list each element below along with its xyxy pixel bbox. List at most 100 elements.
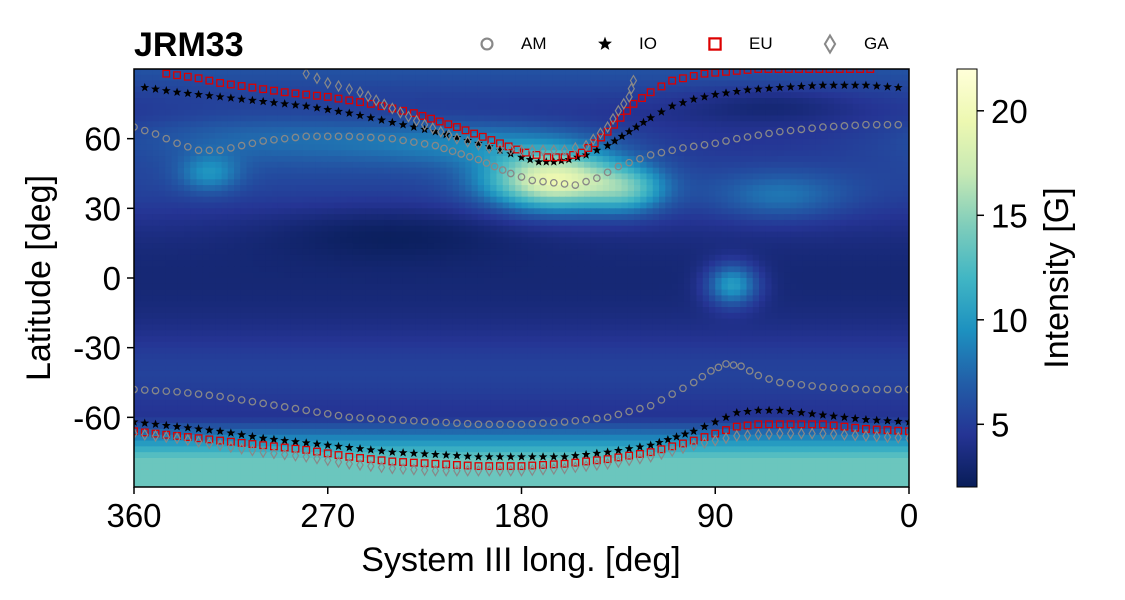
heatmap-cell: [315, 92, 323, 99]
heatmap-cell: [452, 80, 460, 88]
heatmap-cell: [309, 167, 316, 175]
heatmap-cell: [190, 254, 198, 262]
heatmap-cell: [677, 179, 685, 186]
heatmap-cell: [890, 219, 898, 227]
heatmap-cell: [640, 260, 648, 267]
heatmap-cell: [165, 289, 173, 297]
heatmap-cell: [584, 202, 591, 209]
heatmap-cell: [440, 167, 448, 175]
heatmap-cell: [352, 109, 360, 117]
heatmap-cell: [890, 121, 898, 128]
heatmap-cell: [221, 156, 229, 163]
heatmap-cell: [640, 190, 648, 198]
heatmap-cell: [759, 260, 766, 267]
heatmap-cell: [665, 208, 673, 215]
heatmap-cell: [852, 150, 860, 157]
heatmap-cell: [834, 74, 841, 82]
heatmap-cell: [577, 202, 585, 209]
heatmap-cell: [427, 185, 435, 192]
heatmap-cell: [440, 179, 448, 186]
heatmap-cell: [721, 127, 729, 134]
heatmap-cell: [577, 254, 585, 262]
heatmap-cell: [359, 74, 366, 82]
heatmap-cell: [190, 98, 198, 105]
heatmap-cell: [134, 289, 141, 297]
heatmap-cell: [171, 301, 179, 308]
heatmap-cell: [352, 225, 360, 233]
heatmap-cell: [540, 272, 548, 279]
heatmap-cell: [827, 283, 835, 291]
heatmap-cell: [702, 248, 710, 256]
heatmap-cell: [634, 86, 641, 93]
heatmap-cell: [534, 132, 541, 140]
heatmap-cell: [421, 243, 429, 250]
heatmap-cell: [702, 237, 710, 244]
heatmap-cell: [327, 156, 335, 163]
heatmap-cell: [796, 121, 804, 128]
heatmap-cell: [396, 190, 404, 198]
heatmap-cell: [577, 185, 585, 192]
heatmap-cell: [546, 86, 554, 93]
heatmap-cell: [252, 121, 260, 128]
heatmap-cell: [496, 208, 504, 215]
heatmap-cell: [152, 225, 160, 233]
heatmap-cell: [746, 237, 754, 244]
heatmap-cell: [309, 289, 316, 297]
heatmap-cell: [465, 190, 473, 198]
heatmap-cell: [140, 243, 148, 250]
heatmap-cell: [690, 80, 698, 88]
heatmap-cell: [534, 190, 541, 198]
heatmap-cell: [721, 179, 729, 186]
heatmap-cell: [452, 185, 460, 192]
heatmap-cell: [421, 138, 429, 146]
heatmap-cell: [465, 237, 473, 244]
heatmap-cell: [440, 103, 448, 111]
heatmap-cell: [171, 266, 179, 273]
heatmap-cell: [552, 231, 560, 238]
heatmap-cell: [165, 283, 173, 291]
heatmap-cell: [627, 156, 635, 163]
heatmap-cell: [177, 167, 185, 175]
heatmap-cell: [346, 86, 354, 93]
heatmap-cell: [165, 208, 173, 215]
heatmap-cell: [509, 248, 516, 256]
heatmap-cell: [540, 121, 548, 128]
heatmap-cell: [827, 92, 835, 99]
heatmap-cell: [415, 167, 423, 175]
heatmap-cell: [540, 80, 548, 88]
heatmap-cell: [671, 127, 679, 134]
heatmap-cell: [252, 243, 260, 250]
heatmap-cell: [352, 214, 360, 221]
heatmap-cell: [309, 173, 316, 180]
heatmap-cell: [496, 69, 504, 76]
heatmap-cell: [271, 92, 279, 99]
heatmap-cell: [640, 173, 648, 180]
heatmap-cell: [840, 74, 848, 82]
heatmap-cell: [177, 272, 185, 279]
heatmap-cell: [165, 219, 173, 227]
heatmap-cell: [696, 138, 704, 146]
heatmap-cell: [277, 266, 285, 273]
heatmap-cell: [434, 295, 441, 302]
heatmap-cell: [552, 266, 560, 273]
heatmap-cell: [827, 156, 835, 163]
heatmap-cell: [877, 115, 885, 122]
heatmap-cell: [165, 156, 173, 163]
heatmap-cell: [246, 74, 254, 82]
heatmap-cell: [296, 243, 304, 250]
heatmap-cell: [846, 80, 854, 88]
heatmap-cell: [571, 92, 579, 99]
heatmap-cell: [315, 156, 323, 163]
heatmap-cell: [346, 214, 354, 221]
heatmap-cell: [771, 92, 779, 99]
heatmap-cell: [384, 115, 391, 122]
heatmap-cell: [721, 109, 729, 117]
heatmap-cell: [690, 231, 698, 238]
heatmap-cell: [571, 248, 579, 256]
heatmap-cell: [177, 283, 185, 291]
heatmap-cell: [202, 231, 210, 238]
heatmap-cell: [877, 272, 885, 279]
heatmap-cell: [184, 219, 191, 227]
heatmap-cell: [734, 254, 741, 262]
heatmap-cell: [709, 272, 716, 279]
